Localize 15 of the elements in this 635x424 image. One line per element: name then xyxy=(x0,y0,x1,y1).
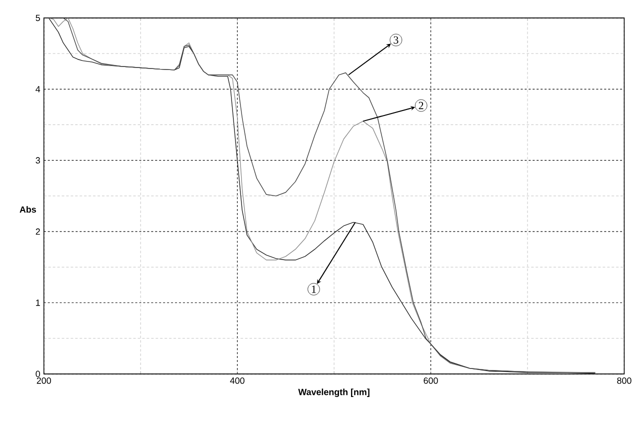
annotation: 2 xyxy=(418,102,424,110)
x-tick-label: 400 xyxy=(230,378,244,384)
y-tick-label: 4 xyxy=(36,86,40,92)
y-tick-label: 1 xyxy=(36,300,40,306)
annotation: 1 xyxy=(312,286,316,293)
y-axis-title: Abs xyxy=(20,206,36,213)
y-tick-label: 2 xyxy=(36,228,40,235)
x-tick-label: 600 xyxy=(424,378,438,384)
x-tick-label: 200 xyxy=(36,378,51,384)
y-tick-label: 3 xyxy=(36,157,40,164)
y-tick-label: 5 xyxy=(36,14,40,22)
x-axis-title: Wavelength [nm] xyxy=(298,388,370,398)
y-tick-label: 0 xyxy=(36,370,40,378)
x-tick-label: 800 xyxy=(617,378,632,384)
annotation: 3 xyxy=(394,36,398,44)
